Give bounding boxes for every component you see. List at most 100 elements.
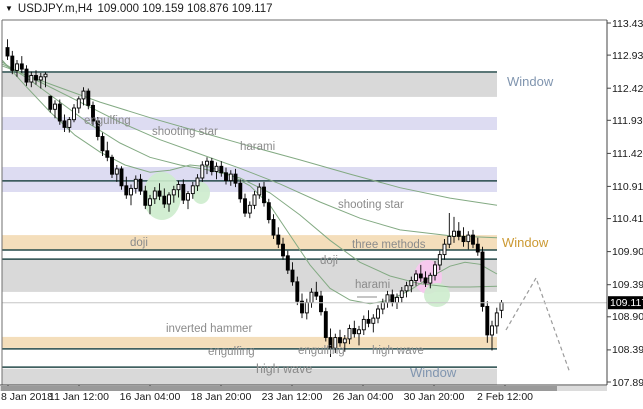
candle-body <box>195 177 200 187</box>
candle-body <box>247 204 252 214</box>
time-axis-label: 30 Jan 20:00 <box>403 391 465 403</box>
candle-body <box>181 184 186 201</box>
time-axis-label: 18 Jan 20:00 <box>190 391 252 403</box>
pattern-label-inverted-hammer: inverted hammer <box>166 323 253 335</box>
candle-body <box>43 73 48 78</box>
pattern-label-window: Window <box>410 365 457 380</box>
candle-body <box>328 337 333 349</box>
horizontal-scrollbar-thumb[interactable] <box>1 386 557 391</box>
highlight-ellipse-green <box>424 283 450 307</box>
candle-body <box>252 194 257 206</box>
time-axis-label: 26 Jan 04:00 <box>332 391 394 403</box>
candle-body <box>29 75 34 83</box>
candle-body <box>442 243 447 256</box>
candle-body <box>67 119 72 128</box>
candle-body <box>86 90 91 106</box>
candle-body <box>143 190 148 206</box>
candle-body <box>433 264 437 276</box>
candle-body <box>357 329 361 335</box>
candle-body <box>76 98 81 109</box>
candle-body <box>333 337 338 349</box>
candle-body <box>105 150 110 158</box>
candle-body <box>480 251 485 307</box>
candle-body <box>110 156 114 175</box>
candle-body <box>133 178 138 189</box>
candle-body <box>437 254 442 266</box>
candle-body <box>285 255 290 271</box>
symbol-timeframe-label: USDJPY.m,H4 <box>17 3 93 15</box>
candle-body <box>176 184 181 191</box>
pattern-label-shooting-star: shooting star <box>152 126 218 138</box>
pattern-label-window: Window <box>502 235 549 250</box>
pattern-label-high-wave: high wave <box>372 345 424 357</box>
candle-body <box>53 103 57 110</box>
price-axis-label: 112.935 <box>612 49 643 62</box>
chart-title: ▼ USDJPY.m,H4 109.000 109.159 108.876 10… <box>5 3 273 15</box>
candle-body <box>34 75 38 81</box>
candle-body <box>276 234 281 245</box>
candle-body <box>119 168 124 187</box>
candle-body <box>171 189 176 196</box>
candle-body <box>15 63 19 71</box>
candle-body <box>414 273 418 281</box>
candle-body <box>124 185 129 196</box>
time-axis-label: 2 Feb 12:00 <box>476 391 534 403</box>
candle-body <box>24 68 29 83</box>
price-axis-label: 111.420 <box>612 147 643 160</box>
candle-body <box>323 311 328 338</box>
candle-body <box>380 302 385 310</box>
price-axis-label: 112.425 <box>612 82 643 95</box>
candle-body <box>167 194 171 205</box>
candle-body <box>309 291 314 304</box>
candle-body <box>62 120 67 128</box>
pattern-label-doji: doji <box>320 255 338 267</box>
candle-body <box>452 230 456 237</box>
candle-body <box>418 273 423 279</box>
candle-body <box>338 337 342 344</box>
pattern-label-engulfing: engulfing <box>208 346 255 358</box>
candle-body <box>352 328 357 335</box>
candle-body <box>114 168 119 175</box>
candle-body <box>238 182 243 200</box>
candle-body <box>466 234 471 243</box>
zone-window-gap-middle <box>2 235 497 250</box>
symbol-dropdown-icon: ▼ <box>5 4 13 13</box>
pattern-label-engulfing: engulfing <box>298 345 345 357</box>
candle-body <box>81 90 86 100</box>
price-axis-label: 108.390 <box>612 344 643 357</box>
candle-body <box>91 104 95 122</box>
pattern-label-harami: harami <box>355 279 391 291</box>
candle-body <box>186 193 190 201</box>
current-price-tag-text: 109.117 <box>610 297 643 309</box>
candle-body <box>475 243 480 253</box>
candle-body <box>395 296 399 304</box>
ma-fast-line <box>1 59 498 305</box>
candle-body <box>490 325 494 336</box>
candle-body <box>371 317 376 324</box>
candle-body <box>162 195 167 205</box>
zone-window-gap-lower <box>2 336 497 348</box>
candle-body <box>385 294 390 304</box>
candle-body <box>219 165 224 174</box>
horizontal-scrollbar-track[interactable] <box>0 386 607 391</box>
candle-body <box>100 136 105 152</box>
pattern-label-three-methods: three methods <box>352 239 426 251</box>
candle-body <box>129 187 133 196</box>
price-axis-label: 109.395 <box>612 279 643 292</box>
candle-body <box>243 198 247 214</box>
time-axis-label: 11 Jan 12:00 <box>49 391 109 403</box>
candle-body <box>461 235 466 243</box>
candle-body <box>257 186 262 196</box>
price-axis-label: 111.930 <box>612 114 643 127</box>
candle-body <box>399 290 404 298</box>
candle-body <box>214 165 219 172</box>
candle-body <box>148 198 152 206</box>
candle-body <box>447 235 452 245</box>
candle-body <box>314 291 319 297</box>
candle-body <box>494 312 499 327</box>
candle-body <box>228 173 233 182</box>
candle-body <box>19 63 24 70</box>
highlight-ellipse-green <box>192 182 210 204</box>
